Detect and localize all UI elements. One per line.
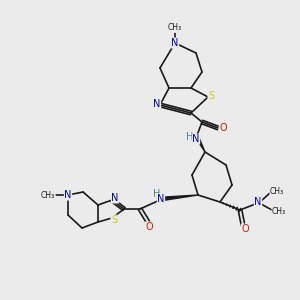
Text: O: O <box>241 224 249 234</box>
Text: CH₃: CH₃ <box>168 23 182 32</box>
Text: N: N <box>153 99 161 109</box>
Text: N: N <box>171 38 179 48</box>
Text: H: H <box>186 132 194 142</box>
Text: CH₃: CH₃ <box>41 190 55 200</box>
Text: S: S <box>111 215 117 225</box>
Text: N: N <box>157 194 165 204</box>
Polygon shape <box>194 134 205 152</box>
Text: S: S <box>208 91 214 101</box>
Text: N: N <box>64 190 72 200</box>
Text: H: H <box>153 189 161 199</box>
Text: N: N <box>192 134 200 144</box>
Text: O: O <box>219 123 227 133</box>
Text: N: N <box>254 197 262 207</box>
Text: O: O <box>145 222 153 232</box>
Text: CH₃: CH₃ <box>270 187 284 196</box>
Text: CH₃: CH₃ <box>272 208 286 217</box>
Polygon shape <box>161 195 198 201</box>
Text: N: N <box>111 193 119 203</box>
